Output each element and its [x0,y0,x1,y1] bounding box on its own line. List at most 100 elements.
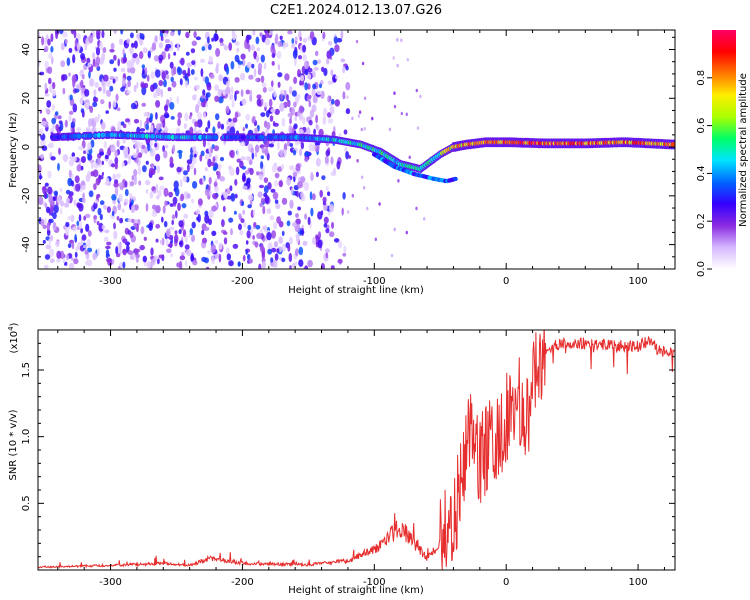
noise-speckle [208,209,214,219]
noise-speckle [39,71,45,76]
colorbar: 0.0 0.2 0.4 0.6 0.8 Normalized spectral ampl… [696,30,749,277]
noise-speckle [47,66,53,74]
noise-speckle [397,179,400,183]
noise-speckle [261,146,265,154]
noise-speckle [73,258,79,265]
noise-speckle [239,160,244,169]
noise-speckle [419,94,422,99]
noise-speckle [252,30,256,36]
noise-speckle [139,244,145,251]
noise-speckle [207,43,212,51]
noise-speckle [255,77,259,82]
noise-speckle [327,95,331,103]
noise-speckle [165,237,169,247]
noise-speckle [64,119,68,128]
noise-speckle [195,104,200,114]
noise-speckle [124,180,128,188]
noise-speckle [210,243,216,254]
noise-speckle [131,218,135,223]
noise-speckle [277,81,281,88]
noise-speckle [99,40,103,50]
noise-speckle [195,36,201,41]
noise-speckle [246,61,252,69]
noise-speckle [299,230,305,235]
noise-speckle [119,38,123,45]
noise-speckle [342,91,346,100]
noise-speckle [83,150,87,155]
noise-speckle [264,38,271,46]
noise-speckle [41,145,48,151]
noise-speckle [218,253,222,263]
noise-speckle [62,31,68,38]
colorbar-tick-label: 0.4 [696,165,707,181]
noise-speckle [53,190,59,197]
noise-speckle [235,166,240,176]
noise-speckle [209,74,215,79]
noise-speckle [274,172,280,179]
noise-speckle [334,238,340,243]
noise-speckle [336,37,343,43]
noise-speckle [245,89,250,95]
noise-speckle [141,86,147,96]
noise-speckle [93,116,100,123]
noise-speckle [184,112,189,122]
noise-speckle [362,185,366,190]
noise-speckle [96,158,101,166]
noise-speckle [310,207,314,217]
noise-speckle [149,191,154,199]
noise-speckle [76,127,82,133]
noise-speckle [293,123,298,130]
noise-speckle [82,244,88,249]
noise-speckle [207,250,212,254]
noise-speckle [345,82,351,91]
noise-speckle [70,30,75,35]
noise-speckle [315,114,318,124]
noise-speckle [170,31,175,37]
noise-speckle [115,76,119,82]
noise-speckle [150,152,155,157]
noise-speckle [405,112,408,117]
noise-speckle [323,67,328,77]
noise-speckle [157,189,162,197]
noise-speckle [278,236,284,244]
noise-speckle [86,238,91,248]
y-tick-label: -20 [21,188,32,204]
noise-speckle [263,62,267,70]
noise-speckle [93,89,97,97]
noise-speckle [106,206,111,214]
noise-speckle [167,53,171,60]
noise-speckle [190,48,196,54]
noise-speckle [289,265,292,269]
noise-speckle [163,150,168,159]
noise-speckle [251,63,255,69]
noise-speckle [300,191,304,200]
noise-speckle [374,237,377,242]
snr-y-scale-suffix: ) [9,322,20,326]
noise-speckle [298,55,302,60]
noise-speckle [183,123,187,129]
snr-plot-area [38,330,675,570]
noise-speckle [270,108,276,113]
noise-speckle [104,229,110,234]
noise-speckle [204,257,209,264]
noise-speckle [131,175,135,181]
noise-speckle [116,107,121,112]
noise-speckle [145,160,149,165]
noise-speckle [49,84,53,94]
noise-speckle [193,76,198,81]
noise-speckle [243,221,247,228]
noise-speckle [122,261,126,269]
noise-speckle [92,101,98,107]
noise-speckle [331,221,334,229]
noise-speckle [191,60,196,66]
noise-speckle [307,83,311,90]
noise-speckle [124,57,128,63]
noise-speckle [47,170,52,179]
noise-speckle [62,154,69,163]
noise-speckle [295,213,299,218]
noise-speckle [110,144,116,153]
noise-speckle [208,184,211,192]
noise-speckle [241,98,247,106]
noise-speckle [142,47,148,54]
